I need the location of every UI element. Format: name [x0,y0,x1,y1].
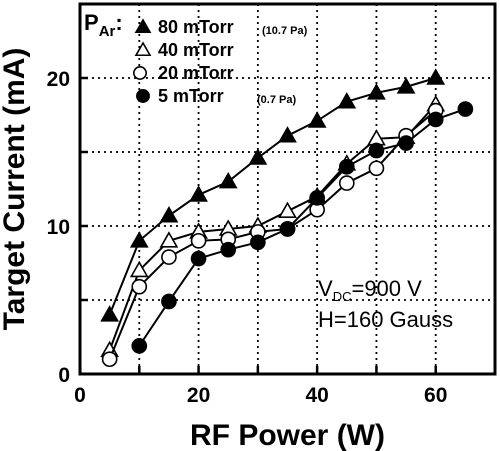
x-tick-label: 40 [305,384,328,407]
y-tick-label: 10 [47,216,70,239]
series-0 [100,68,446,322]
series-layer [100,68,474,368]
x-tick-label: 0 [74,384,86,407]
y-tick-label: 0 [58,364,70,387]
data-point [101,351,118,368]
data-point [426,68,446,85]
legend-marker [134,41,152,57]
data-point [279,221,296,237]
legend-marker [133,66,147,80]
data-point [161,293,177,310]
data-point [338,158,355,175]
data-point [218,171,238,189]
data-point [368,160,385,177]
data-point [161,249,177,265]
series-3 [131,101,474,354]
data-point [309,190,325,206]
data-point [368,142,385,159]
legend-marker [134,18,152,34]
data-point [190,250,207,267]
data-point [159,231,179,248]
legend-entry: 20 mTorr [133,63,234,83]
data-point [250,234,266,251]
data-point [129,260,149,278]
grid-lines [80,4,495,374]
condition-annotation: VDC=900 V H=160 Gauss [318,276,453,332]
vdc-annotation: VDC=900 V [318,276,422,304]
data-point [159,206,179,223]
data-point [189,185,208,202]
vdc-subscript: DC [333,289,352,304]
data-point [338,175,355,191]
vdc-value: =900 V [351,276,422,301]
y-axis-title: Target Current (mA) [0,48,31,331]
legend-label: 5 mTorr [158,86,224,106]
data-point [278,201,297,218]
data-point [248,148,268,165]
x-axis-title: RF Power (W) [190,419,385,451]
tick-labels: 0 20 40 60 0 10 20 [47,68,448,407]
y-tick-label: 20 [47,68,70,91]
plot-frame [78,2,497,376]
legend: PAr: 80 mTorr (10.7 Pa) 40 mTorr 20 mTorr 5 … [84,10,308,106]
legend-label: 40 mTorr [158,40,234,60]
data-point [131,278,148,295]
legend-note: (10.7 Pa) [262,25,308,37]
data-point [396,77,416,94]
data-point [337,92,357,109]
legend-entry: 40 mTorr [134,40,234,60]
data-point [457,101,474,117]
data-point [278,126,297,143]
legend-label: 80 mTorr [158,17,234,37]
legend-title-colon: : [115,10,122,35]
field-annotation: H=160 Gauss [318,307,453,332]
axis-ticks [80,76,437,374]
legend-title: PAr: [84,10,123,40]
legend-entry: 80 mTorr (10.7 Pa) [134,17,308,37]
data-point [100,305,120,322]
data-point [307,111,327,128]
x-tick-label: 20 [187,384,210,407]
legend-label: 20 mTorr [158,63,234,83]
data-point [398,135,414,151]
legend-entry: 5 mTorr (0.7 Pa) [136,86,296,106]
legend-note: (0.7 Pa) [257,94,296,106]
vdc-symbol: V [318,276,333,301]
data-point [131,338,148,354]
legend-entries: 80 mTorr (10.7 Pa) 40 mTorr 20 mTorr 5 mTorr… [133,17,308,106]
legend-marker [136,89,150,103]
data-point [367,83,386,100]
data-point [427,111,444,128]
legend-title-sub: Ar [99,23,116,40]
x-tick-label: 60 [424,384,447,407]
data-point [129,231,149,248]
data-point [220,241,237,258]
legend-title-main: P [84,10,99,35]
data-point [190,232,207,249]
